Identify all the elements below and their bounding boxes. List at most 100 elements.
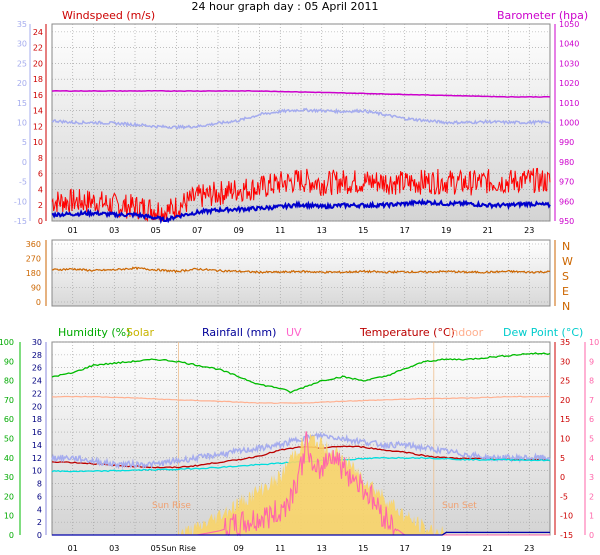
series-direction-line: [51, 266, 551, 274]
dewpoint-label: Dew Point (°C): [503, 326, 583, 339]
windspeed-tick-label: 2: [38, 201, 43, 210]
uv-tick-label: 6: [589, 415, 594, 424]
panel-1-axes: -15-10-505101520253035024681012141618202…: [14, 20, 579, 235]
humidity-tick-label: 100: [0, 338, 14, 347]
windspeed-outer-tick-label: 25: [17, 59, 27, 68]
temperature-tick-label: -15: [560, 531, 573, 540]
direction-tick-label: 0: [36, 298, 41, 307]
barometer-tick-label: 1000: [559, 119, 579, 128]
series-solar-area: [52, 433, 550, 535]
panel-3-axes: 0102030405060708090100024681012141618202…: [0, 338, 599, 553]
windspeed-tick-label: 18: [33, 75, 43, 84]
humidity-tick-label: 90: [4, 357, 14, 366]
windspeed-tick-label: 0: [38, 217, 43, 226]
rainfall-tick-label: 26: [32, 364, 42, 373]
barometer-axis-label: Barometer (hpa): [497, 9, 588, 22]
panel-2-grid: [52, 240, 550, 306]
humidity-tick-label: 50: [4, 435, 14, 444]
panel-1-x-tick-label: 05: [151, 226, 161, 235]
barometer-tick-label: 960: [559, 197, 574, 206]
panel-3-x-tick-label: 11: [275, 544, 285, 553]
temperature-tick-label: 30: [560, 357, 570, 366]
uv-tick-label: 9: [589, 357, 594, 366]
humidity-label: Humidity (%): [58, 326, 130, 339]
panel-3-x-tick-label: 03: [109, 544, 119, 553]
panel-1-x-tick-label: 17: [400, 226, 410, 235]
panel-3-x-tick-label: 21: [483, 544, 493, 553]
direction-tick-label: 270: [26, 255, 41, 264]
uv-tick-label: 3: [589, 473, 594, 482]
panel-humidity-temperature: 0102030405060708090100024681012141618202…: [0, 326, 599, 553]
panel-2-series: [51, 266, 551, 274]
humidity-tick-label: 70: [4, 396, 14, 405]
panel-3-x-tick-label: 13: [317, 544, 327, 553]
panel-3-x-tick-label: 01: [68, 544, 78, 553]
chart-title: 24 hour graph day : 05 April 2011: [192, 0, 379, 13]
windspeed-tick-label: 4: [38, 185, 43, 194]
windspeed-tick-label: 12: [33, 122, 43, 131]
barometer-tick-label: 1040: [559, 40, 579, 49]
rainfall-tick-label: 28: [32, 351, 42, 360]
series-temp_left_scale-line: [51, 431, 551, 470]
temperature-tick-label: 10: [560, 435, 570, 444]
humidity-tick-label: 20: [4, 492, 14, 501]
panel-3-x-tick-label: 09: [234, 544, 244, 553]
series-windspeed-line: [51, 197, 551, 225]
series-humidity-line: [51, 352, 551, 394]
panel-3-series: [51, 352, 551, 537]
rainfall-tick-label: 20: [32, 402, 42, 411]
series-gust-line: [51, 167, 551, 223]
temperature-tick-label: -5: [560, 492, 568, 501]
rainfall-tick-label: 8: [37, 480, 42, 489]
windspeed-outer-tick-label: 10: [17, 119, 27, 128]
temperature-tick-label: 25: [560, 377, 570, 386]
temperature-tick-label: 35: [560, 338, 570, 347]
panel-3-x-tick-label: 17: [400, 544, 410, 553]
panel-3-x-tick-label: 15: [358, 544, 368, 553]
rainfall-tick-label: 16: [32, 428, 42, 437]
direction-tick-label: 180: [26, 269, 41, 278]
humidity-tick-label: 40: [4, 454, 14, 463]
panel-3-x-tick-label: Sun Rise: [161, 544, 196, 553]
rainfall-tick-label: 2: [37, 518, 42, 527]
series-indoor-line: [52, 395, 551, 405]
panel-1-x-tick-label: 15: [358, 226, 368, 235]
uv-tick-label: 7: [589, 396, 594, 405]
rainfall-tick-label: 10: [32, 467, 42, 476]
windspeed-outer-tick-label: 20: [17, 79, 27, 88]
rainfall-tick-label: 22: [32, 389, 42, 398]
windspeed-outer-tick-label: -15: [14, 217, 27, 226]
uv-tick-label: 1: [589, 512, 594, 521]
rainfall-tick-label: 4: [37, 505, 42, 514]
compass-label: W: [562, 255, 573, 268]
panel-3-x-tick-label: 05: [151, 544, 161, 553]
temperature-tick-label: 0: [560, 473, 565, 482]
windspeed-outer-tick-label: 0: [22, 158, 27, 167]
uv-tick-label: 2: [589, 492, 594, 501]
panel-1-x-tick-label: 07: [192, 226, 202, 235]
compass-label: S: [562, 270, 569, 283]
panel-1-x-tick-label: 13: [317, 226, 327, 235]
windspeed-tick-label: 10: [33, 138, 43, 147]
series-barometer-line: [51, 90, 551, 98]
barometer-tick-label: 970: [559, 178, 574, 187]
windspeed-axis-label: Windspeed (m/s): [62, 9, 155, 22]
panel-1-x-tick-label: 21: [483, 226, 493, 235]
temperature-tick-label: 20: [560, 396, 570, 405]
windspeed-outer-tick-label: 15: [17, 99, 27, 108]
series-rainfall-line: [52, 531, 550, 536]
windspeed-tick-label: 20: [33, 59, 43, 68]
humidity-tick-label: 30: [4, 473, 14, 482]
panel-1-x-tick-label: 01: [68, 226, 78, 235]
windspeed-outer-tick-label: 30: [17, 40, 27, 49]
windspeed-tick-label: 22: [33, 44, 43, 53]
uv-tick-label: 0: [589, 531, 594, 540]
compass-label: N: [562, 300, 570, 313]
rainfall-tick-label: 24: [32, 377, 42, 386]
indoor-label: Indoor: [448, 326, 484, 339]
barometer-tick-label: 1010: [559, 99, 579, 108]
humidity-tick-label: 0: [9, 531, 14, 540]
sunset-marker-label: Sun Set: [442, 501, 477, 511]
